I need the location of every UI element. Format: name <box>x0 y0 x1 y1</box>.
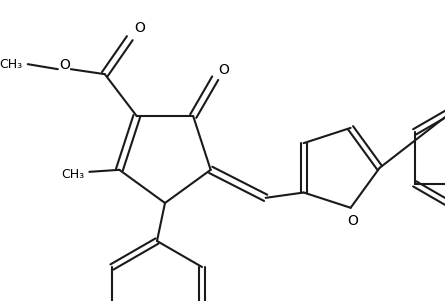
Text: O: O <box>59 58 70 72</box>
Text: CH₃: CH₃ <box>61 168 84 181</box>
Text: O: O <box>134 21 145 35</box>
Text: CH₃: CH₃ <box>0 58 22 71</box>
Text: O: O <box>347 214 358 228</box>
Text: O: O <box>218 63 229 77</box>
